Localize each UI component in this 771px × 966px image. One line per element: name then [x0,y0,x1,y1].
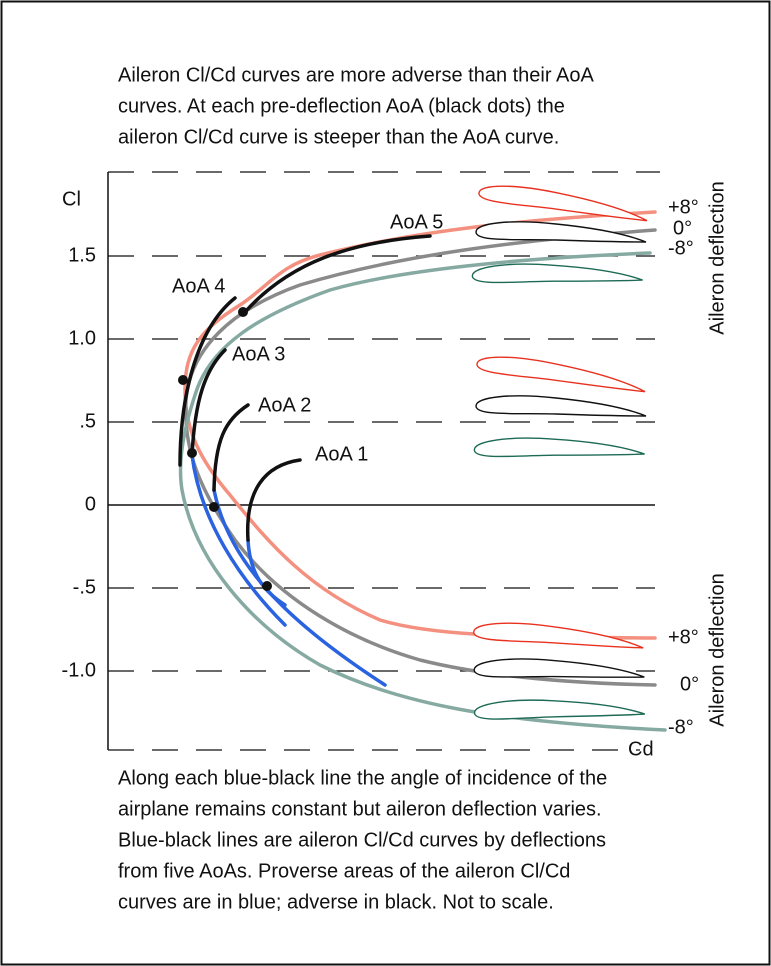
deflection-label: -8° [668,716,694,738]
caption-line: Blue-black lines are aileron Cl/Cd curve… [118,829,606,851]
caption-line: from five AoAs. Proverse areas of the ai… [118,860,570,882]
y-axis-label: Cl [62,188,81,210]
aoa-dot [238,307,248,317]
airfoil [477,182,650,222]
intro-line: curves. At each pre-deflection AoA (blac… [118,95,565,117]
intro-line: aileron Cl/Cd curve is steeper than the … [118,126,559,148]
aoa-label: AoA 4 [172,275,225,297]
airfoil [475,395,647,417]
aoa-label: AoA 2 [258,394,311,416]
curves [178,210,667,732]
airfoil [473,693,646,724]
aileron-adverse [190,348,227,457]
aoa-label: AoA 3 [232,343,285,365]
aileron-adverse [243,234,432,314]
x-axis-label: Cd [628,738,654,760]
aoa-dot [262,581,272,591]
airfoil [475,353,648,393]
intro-line: Aileron Cl/Cd curves are more adverse th… [118,64,594,86]
intro: Aileron Cl/Cd curves are more adverse th… [118,64,594,148]
lower-deflections: +8° 0° -8° Aileron deflection [668,573,728,738]
deflection-title: Aileron deflection [706,181,728,334]
deflection-label: 0° [673,217,692,239]
deflection-label: +8° [668,626,699,648]
upper-deflections: +8° 0° -8° Aileron deflection [668,181,728,334]
aileron-adverse [212,403,250,492]
aoa-dot [178,375,188,385]
y-tick-label: 1.0 [68,327,96,349]
y-tick-label: 1.5 [68,244,96,266]
aoa-dot [187,448,197,458]
airfoil [472,621,645,649]
aileron-proverse [246,538,287,607]
aileron-adverse [178,296,237,467]
airfoil [473,433,646,461]
aileron-proverse [190,453,287,627]
deflection-label: 0° [680,673,699,695]
aoa-dot [209,502,219,512]
y-tick-label: -1.0 [62,659,96,681]
aoa-label: AoA 5 [390,211,443,233]
aoa-labels: AoA 5 AoA 4 AoA 3 AoA 2 AoA 1 [172,211,443,465]
airfoil [473,656,646,681]
ticks: 1.5 1.0 .5 0 -.5 -1.0 [62,244,655,681]
aileron-adverse [245,458,302,542]
deflection-title: Aileron deflection [706,573,728,726]
y-tick-label: .5 [79,410,96,432]
deflection-label: -8° [668,237,694,259]
caption-line: curves are in blue; adverse in black. No… [118,891,554,913]
aoa-dots [178,307,272,591]
deflection-label: +8° [668,196,699,218]
aoa-label: AoA 1 [315,443,368,465]
caption-line: Along each blue-black line the angle of … [118,767,607,789]
caption-line: airplane remains constant but aileron de… [118,798,602,820]
y-tick-label: -.5 [73,576,96,598]
caption: Along each blue-black line the angle of … [118,767,607,913]
y-tick-label: 0 [85,493,96,515]
